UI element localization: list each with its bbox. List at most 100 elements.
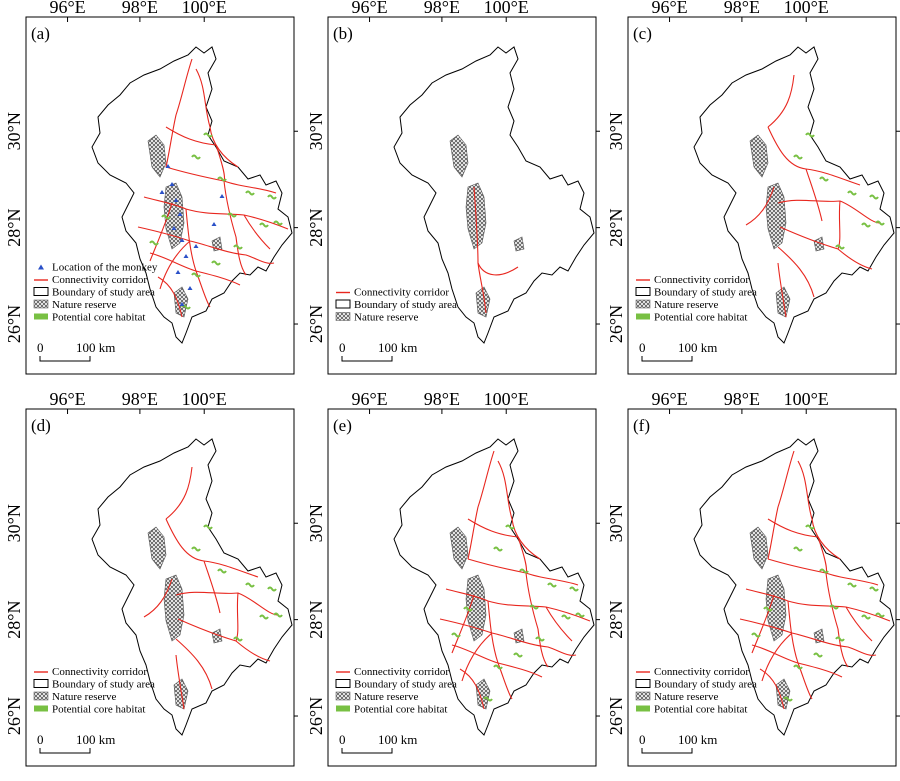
connectivity-corridor (157, 276, 183, 318)
legend-label-habitat: Potential core habitat (52, 312, 145, 324)
connectivity-corridor (165, 58, 193, 168)
nature-reserve (163, 182, 185, 250)
monkey-location (175, 270, 181, 274)
potential-core-habitat (751, 632, 761, 638)
lat-tick-label: 30°N (4, 112, 24, 150)
legend-label-reserve: Nature reserve (354, 312, 419, 324)
panel-label: (c) (633, 24, 652, 43)
legend-label-corridor: Connectivity corridor (354, 666, 449, 678)
panel-label: (e) (333, 416, 352, 435)
connectivity-corridor (467, 450, 495, 560)
monkey-location (179, 302, 185, 306)
monkey-location (219, 194, 225, 198)
lat-tick-label: 28°N (306, 209, 326, 247)
connectivity-corridor (761, 632, 793, 682)
nature-reserve (765, 574, 787, 642)
scale-distance-label: 100 km (76, 340, 115, 355)
study-area-map (693, 46, 895, 344)
legend-symbol-boundary (635, 287, 651, 296)
connectivity-corridor (545, 606, 573, 642)
lat-tick-label: 26°N (606, 305, 626, 343)
scale-bar (341, 748, 393, 754)
potential-core-habitat (513, 652, 523, 658)
potential-core-habitat (783, 696, 793, 702)
map-panel: 96°E 98°E 100°E 30°N 28°N 26°N (c) Connectivity… (606, 0, 900, 375)
legend-label-boundary: Boundary of study area (654, 287, 757, 299)
potential-core-habitat (161, 214, 171, 220)
legend-label-corridor: Connectivity corridor (52, 274, 147, 286)
potential-core-habitat (273, 220, 283, 226)
map-panel: 96°E 98°E 100°E 30°N 28°N 26°N (f) Connectivity… (606, 389, 900, 767)
connectivity-corridor (195, 68, 239, 168)
connectivity-corridor (739, 618, 877, 656)
potential-core-habitat (211, 260, 221, 266)
study-area-map (693, 438, 895, 736)
lat-tick-label: 30°N (306, 504, 326, 542)
lon-tick-label: 98°E (122, 0, 158, 17)
nature-reserve (211, 628, 223, 644)
potential-core-habitat (561, 614, 571, 620)
potential-core-habitat (149, 240, 159, 246)
connectivity-corridor (137, 226, 275, 264)
potential-core-habitat (835, 636, 845, 642)
legend-symbol-monkey (38, 264, 44, 270)
potential-core-habitat (505, 524, 515, 530)
connectivity-corridor (175, 638, 213, 690)
connectivity-corridor (525, 572, 549, 668)
connectivity-corridor (473, 186, 519, 276)
panel-label: (d) (31, 416, 51, 435)
study-area-boundary (393, 46, 595, 344)
connectivity-corridor (165, 466, 193, 520)
monkey-location (193, 244, 199, 248)
legend-label-monkey: Location of the monkey (52, 262, 158, 274)
legend-symbol-habitat (34, 313, 48, 320)
legend-symbol-habitat (636, 313, 650, 320)
study-area-map (91, 438, 293, 736)
potential-core-habitat (793, 546, 803, 552)
lat-tick-label: 26°N (4, 305, 24, 343)
potential-core-habitat (259, 222, 269, 228)
connectivity-corridor (497, 460, 541, 560)
potential-core-habitat (819, 568, 829, 574)
potential-core-habitat (547, 582, 557, 588)
legend-label-reserve: Nature reserve (654, 691, 719, 703)
scale-bar (641, 356, 693, 362)
lon-tick-label: 100°E (784, 0, 829, 17)
potential-core-habitat (483, 696, 493, 702)
connectivity-corridor (445, 588, 591, 622)
potential-core-habitat (869, 586, 879, 592)
potential-core-habitat (191, 272, 201, 278)
study-area-map (393, 46, 595, 344)
legend-symbol-habitat (336, 705, 350, 712)
scale-zero-label: 0 (639, 732, 646, 747)
lon-tick-label: 100°E (784, 389, 829, 409)
legend-label-reserve: Nature reserve (52, 691, 117, 703)
lon-tick-label: 98°E (724, 389, 760, 409)
potential-core-habitat (519, 568, 529, 574)
connectivity-corridor (767, 450, 795, 560)
connectivity-corridor (451, 594, 475, 654)
connectivity-corridor (825, 572, 849, 668)
map-panel: 96°E 98°E 100°E 30°N 28°N 26°N (e) Connectivity… (306, 389, 600, 767)
lon-tick-label: 100°E (484, 0, 529, 17)
potential-core-habitat (793, 154, 803, 160)
potential-core-habitat (463, 606, 473, 612)
lat-tick-label: 26°N (306, 305, 326, 343)
nature-reserve (813, 236, 825, 252)
legend-symbol-habitat (34, 705, 48, 712)
panel-label: (a) (31, 24, 50, 43)
lon-tick-label: 98°E (424, 0, 460, 17)
legend-label-corridor: Connectivity corridor (52, 666, 147, 678)
legend-symbol-boundary (33, 287, 49, 296)
map-panel: 96°E 98°E 100°E 30°N 28°N 26°N (d) Connectivity… (4, 389, 298, 767)
legend-label-boundary: Boundary of study area (354, 679, 457, 691)
connectivity-corridor (203, 560, 221, 614)
legend-label-boundary: Boundary of study area (52, 679, 155, 691)
legend-label-habitat: Potential core habitat (354, 704, 447, 716)
legend-label-boundary: Boundary of study area (354, 299, 457, 311)
nature-reserve (163, 574, 185, 642)
potential-core-habitat (217, 176, 227, 182)
lat-tick-label: 28°N (4, 209, 24, 247)
scale-zero-label: 0 (37, 340, 44, 355)
nature-reserve (465, 574, 487, 642)
